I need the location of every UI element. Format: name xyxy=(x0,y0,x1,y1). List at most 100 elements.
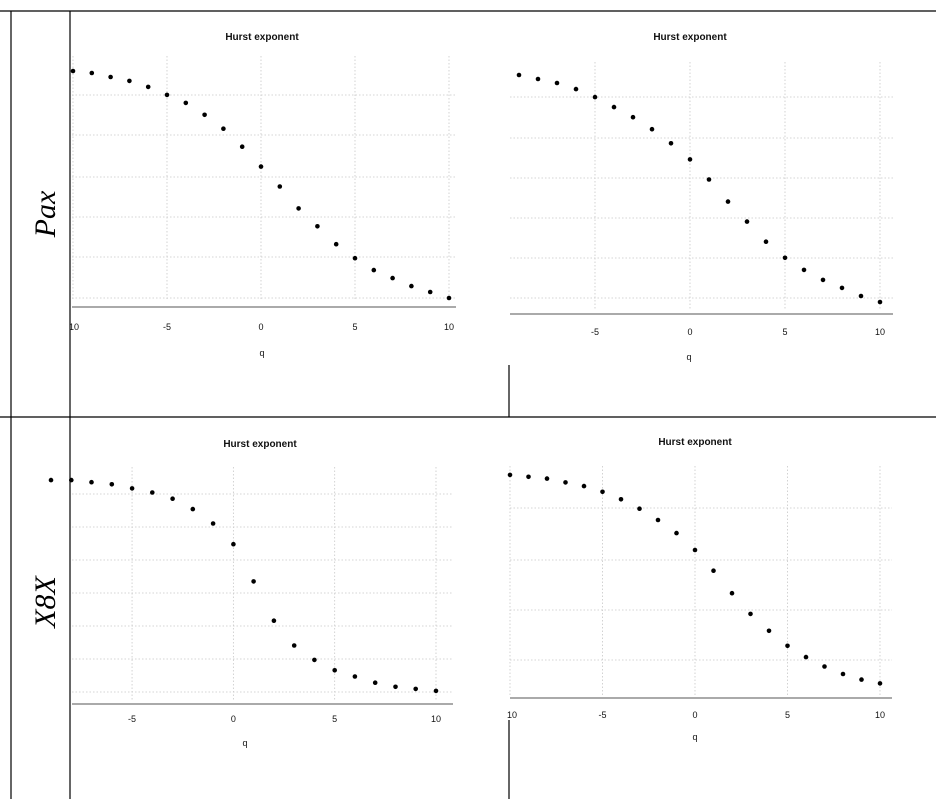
data-point xyxy=(554,80,560,86)
data-point xyxy=(164,92,170,98)
x-axis-label: q xyxy=(686,352,691,362)
data-point xyxy=(748,611,753,617)
x-tick-label: 5 xyxy=(352,322,357,332)
data-point xyxy=(127,78,132,84)
x-tick-label: 10 xyxy=(875,327,885,337)
data-points xyxy=(48,477,439,694)
data-point xyxy=(145,84,151,90)
data-point xyxy=(729,590,735,596)
data-point xyxy=(655,517,661,523)
x-ticks: 10 -5 0 5 10 xyxy=(69,322,454,332)
x-tick-label: -5 xyxy=(163,322,171,332)
data-point xyxy=(296,206,301,211)
x-ticks: -5 0 5 10 xyxy=(591,327,885,337)
data-point xyxy=(251,579,256,584)
data-point xyxy=(312,657,317,663)
x-tick-label: -5 xyxy=(128,714,136,724)
data-point xyxy=(706,177,712,182)
gridlines xyxy=(72,467,453,700)
row-label-x8x: X8X xyxy=(29,575,62,629)
x-tick-label: 10 xyxy=(69,322,79,332)
data-point xyxy=(390,275,395,281)
data-point xyxy=(372,680,378,685)
data-point xyxy=(840,671,846,677)
data-point xyxy=(333,241,339,247)
data-point xyxy=(150,490,155,495)
x-tick-label: 5 xyxy=(332,714,337,724)
data-point xyxy=(674,530,679,536)
x-tick-label: 0 xyxy=(692,710,697,720)
data-point xyxy=(427,289,433,295)
data-point xyxy=(258,164,264,169)
data-point xyxy=(563,480,568,485)
x-tick-label: -5 xyxy=(598,710,606,720)
data-point xyxy=(109,482,115,487)
data-point xyxy=(507,472,513,478)
data-point xyxy=(877,681,883,686)
data-point xyxy=(766,628,772,634)
data-point xyxy=(744,219,750,224)
data-point xyxy=(210,521,216,526)
x-ticks: -5 0 5 10 xyxy=(128,714,441,724)
data-point xyxy=(239,144,245,149)
x-tick-label: 5 xyxy=(785,710,790,720)
x-axis-label: q xyxy=(259,348,264,358)
x-tick-label: 5 xyxy=(782,327,787,337)
chart-title: Hurst exponent xyxy=(225,32,299,43)
row-label-pax: Pax xyxy=(29,190,62,238)
data-point xyxy=(291,643,297,648)
data-point xyxy=(581,483,587,489)
data-point xyxy=(692,547,698,553)
data-point xyxy=(668,141,674,146)
data-point xyxy=(413,686,419,692)
data-point xyxy=(785,643,790,649)
data-point xyxy=(516,72,522,78)
data-point xyxy=(170,496,175,502)
data-point xyxy=(89,479,94,485)
data-point xyxy=(371,267,377,273)
data-point xyxy=(858,293,864,299)
data-point xyxy=(70,68,76,74)
chart-panel-top-left: Hurst exponent 10 -5 0 5 10 q xyxy=(69,32,456,358)
x-tick-label: 0 xyxy=(687,327,692,337)
table-grid xyxy=(0,10,936,799)
data-point xyxy=(803,654,809,660)
data-point xyxy=(877,299,883,305)
data-point xyxy=(801,267,807,273)
data-point xyxy=(332,668,338,673)
x-tick-label: 0 xyxy=(231,714,236,724)
data-point xyxy=(446,295,452,301)
data-point xyxy=(190,506,196,512)
data-point xyxy=(711,568,716,573)
x-tick-label: 0 xyxy=(258,322,263,332)
data-point xyxy=(822,664,827,669)
data-point xyxy=(611,104,617,110)
data-points xyxy=(516,72,883,305)
chart-title: Hurst exponent xyxy=(223,439,297,450)
data-point xyxy=(573,86,579,92)
x-tick-label: -5 xyxy=(591,327,599,337)
data-point xyxy=(820,277,826,283)
x-tick-label: 10 xyxy=(431,714,441,724)
data-point xyxy=(544,476,550,481)
x-tick-label: 10 xyxy=(507,710,517,720)
gridlines xyxy=(509,466,892,696)
data-point xyxy=(183,100,189,106)
data-point xyxy=(782,255,788,261)
data-point xyxy=(48,477,54,483)
chart-title: Hurst exponent xyxy=(653,32,727,43)
data-point xyxy=(69,477,74,483)
chart-panel-top-right: Hurst exponent -5 0 5 10 q xyxy=(510,32,893,362)
data-point xyxy=(859,677,864,682)
data-point xyxy=(637,506,642,512)
gridlines xyxy=(510,62,893,310)
gridlines xyxy=(72,56,456,300)
data-point xyxy=(89,70,95,76)
data-point xyxy=(202,112,207,118)
data-point xyxy=(592,94,598,100)
data-point xyxy=(433,688,439,694)
data-point xyxy=(352,255,358,261)
data-point xyxy=(409,283,414,289)
x-axis-label: q xyxy=(692,732,697,742)
